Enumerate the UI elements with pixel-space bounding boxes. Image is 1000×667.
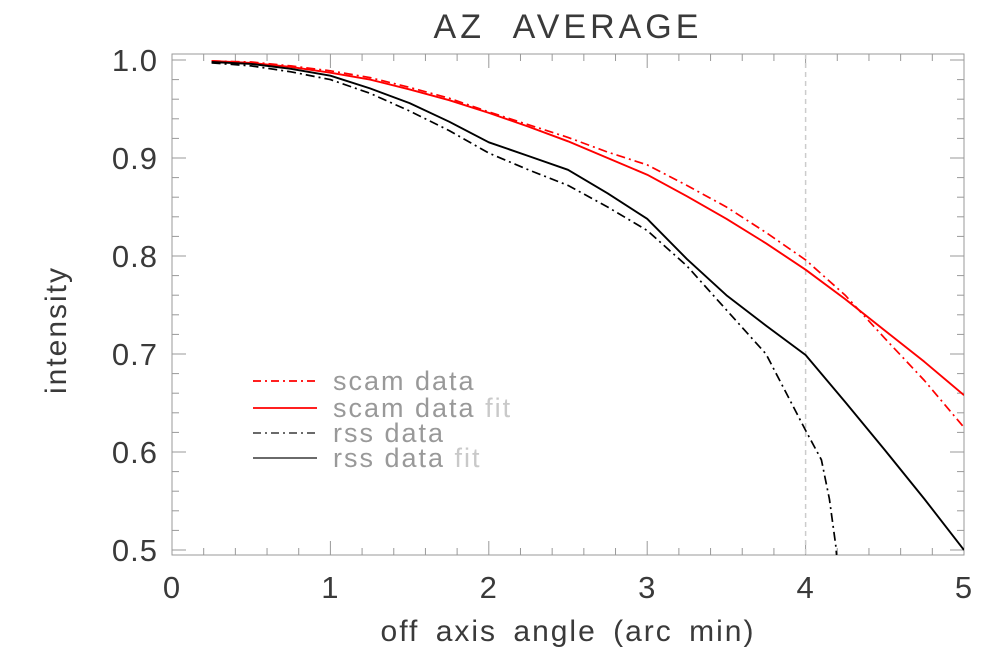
series-line-scam-data [211, 60, 964, 429]
legend-label: rss data [333, 419, 445, 447]
axes-layer [171, 53, 965, 556]
legend-item-rss-data-fit: rss data fit [253, 444, 482, 472]
y-axis-label: intensity [40, 266, 73, 394]
legend-item-scam-data: scam data [253, 367, 476, 395]
y-tick-label: 0.7 [112, 337, 158, 372]
x-tick-label: 5 [955, 570, 973, 605]
y-tick-label: 0.8 [112, 239, 158, 274]
legend-item-rss-data: rss data [253, 419, 445, 447]
legend-label: scam data [333, 367, 476, 395]
series-layer [211, 60, 964, 555]
legend-line-solid-red [253, 407, 317, 409]
chart-title: AZ AVERAGE [434, 8, 703, 46]
x-tick-label: 1 [321, 570, 339, 605]
legend-item-scam-data-fit: scam data fit [253, 394, 512, 422]
y-tick-label: 1.0 [112, 43, 158, 78]
legend-line-dashdot-red [253, 380, 317, 382]
x-tick-label: 0 [163, 570, 181, 605]
x-tick-label: 2 [480, 570, 498, 605]
tick-label-layer: 0 1 2 3 4 5 0.5 0.6 0.7 0.8 0.9 1.0 [112, 43, 973, 605]
series-line-scam-data-fit [211, 60, 964, 396]
legend-label-main: rss data [333, 418, 446, 448]
series-line-rss-data-fit [211, 61, 964, 551]
legend-label: scam data fit [333, 394, 512, 422]
legend-line-dashdot-gray [253, 432, 317, 434]
x-axis-label: off axis angle (arc min) [381, 615, 756, 648]
legend-label-main: rss data [333, 443, 446, 473]
series-line-rss-data [211, 62, 838, 555]
x-tick-label: 3 [638, 570, 656, 605]
legend-line-solid-gray [253, 457, 317, 459]
legend-label-main: scam data [333, 393, 476, 423]
y-tick-label: 0.6 [112, 435, 158, 470]
x-tick-label: 4 [796, 570, 814, 605]
legend-label: rss data fit [333, 444, 482, 472]
legend-label-main: scam data [333, 366, 476, 396]
plot-box [171, 53, 965, 556]
y-tick-label: 0.5 [112, 533, 158, 568]
legend-label-fit: fit [445, 443, 482, 473]
y-tick-label: 0.9 [112, 141, 158, 176]
legend-label-fit: fit [475, 393, 513, 423]
